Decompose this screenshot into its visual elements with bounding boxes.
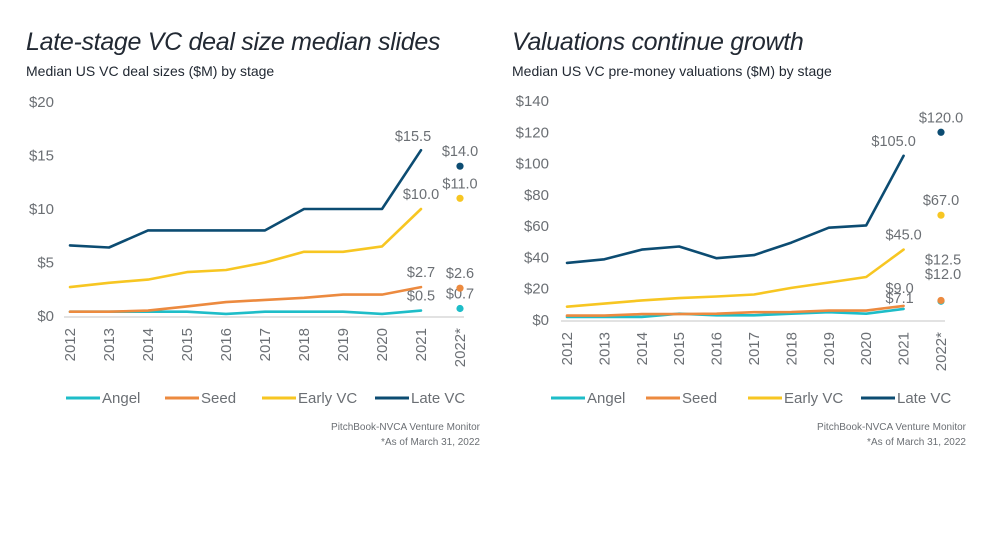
deal-size-chart-panel: Late-stage VC deal size median slides Me… xyxy=(0,0,500,549)
valuation-chart-panel: Valuations continue growth Median US VC … xyxy=(503,0,1003,549)
x-tick-label: 2014 xyxy=(140,328,157,361)
x-tick-label: 2013 xyxy=(596,332,613,365)
x-tick-label: 2015 xyxy=(179,328,196,361)
x-tick-label: 2015 xyxy=(671,332,688,365)
point-2022-early-vc xyxy=(456,194,464,202)
x-tick-label: 2012 xyxy=(62,328,79,361)
data-label-2021: $0.5 xyxy=(407,289,435,305)
data-label-2022: $12.5 xyxy=(925,252,961,268)
data-label-2021: $9.0 xyxy=(885,281,913,297)
point-2022-early-vc xyxy=(937,211,945,219)
legend-label: Early VC xyxy=(784,390,843,407)
data-label-2021: $7.1 xyxy=(885,291,913,307)
legend-label: Late VC xyxy=(411,390,465,407)
y-tick-label: $20 xyxy=(524,281,549,298)
x-tick-label: 2021 xyxy=(896,332,913,365)
x-tick-label: 2018 xyxy=(783,332,800,365)
series-line-early-vc xyxy=(565,248,905,309)
x-tick-label: 2016 xyxy=(218,328,235,361)
series-line-late-vc xyxy=(565,154,905,265)
data-label-2022: $67.0 xyxy=(923,193,959,209)
legend-label: Angel xyxy=(587,390,625,407)
data-label-2022: $120.0 xyxy=(919,110,963,126)
y-tick-label: $80 xyxy=(524,187,549,204)
chart-title: Valuations continue growth xyxy=(512,28,804,56)
y-tick-label: $140 xyxy=(516,93,549,110)
data-label-2022: $14.0 xyxy=(442,144,478,160)
legend-label: Seed xyxy=(682,390,717,407)
data-label-2021: $2.7 xyxy=(407,265,435,281)
series-line-seed xyxy=(68,285,423,314)
y-tick-label: $0 xyxy=(532,312,549,329)
legend-label: Late VC xyxy=(897,390,951,407)
x-tick-label: 2019 xyxy=(335,328,352,361)
chart-subtitle: Median US VC deal sizes ($M) by stage xyxy=(26,63,275,79)
series-line-late-vc xyxy=(68,148,423,249)
footnote: *As of March 31, 2022 xyxy=(381,437,480,448)
data-label-2021: $15.5 xyxy=(395,129,431,145)
x-tick-label: 2012 xyxy=(559,332,576,365)
x-tick-label: 2020 xyxy=(374,328,391,361)
x-tick-label: 2013 xyxy=(101,328,118,361)
source-label: PitchBook-NVCA Venture Monitor xyxy=(331,422,480,433)
y-tick-label: $100 xyxy=(516,156,549,173)
series-line-early-vc xyxy=(68,207,423,289)
y-tick-label: $60 xyxy=(524,218,549,235)
y-tick-label: $40 xyxy=(524,249,549,266)
data-label-2022: $12.0 xyxy=(925,267,961,283)
y-tick-label: $5 xyxy=(37,255,54,272)
y-tick-label: $15 xyxy=(29,148,54,165)
data-label-2022: $2.6 xyxy=(446,266,474,282)
data-label-2022: $0.7 xyxy=(446,287,474,303)
point-2022-angel xyxy=(456,304,464,313)
x-tick-label: 2017 xyxy=(257,328,274,361)
chart-title: Late-stage VC deal size median slides xyxy=(26,28,441,56)
data-label-2021: $105.0 xyxy=(871,134,915,150)
x-tick-label: 2014 xyxy=(634,332,651,365)
y-tick-label: $10 xyxy=(29,201,54,218)
x-tick-label: 2020 xyxy=(858,332,875,365)
point-2022-late-vc xyxy=(937,128,945,136)
x-tick-label: 2022* xyxy=(933,332,950,371)
y-tick-label: $120 xyxy=(516,124,549,141)
y-tick-label: $20 xyxy=(29,94,54,111)
legend-label: Seed xyxy=(201,390,236,407)
y-tick-label: $0 xyxy=(37,308,54,325)
point-2022-seed xyxy=(937,296,945,305)
x-tick-label: 2021 xyxy=(413,328,430,361)
series-line-seed xyxy=(565,304,905,317)
valuation-plot: $0 $20 $40 $60 $80 $100 $120 $140 2012 2013 2014 20… xyxy=(516,93,964,407)
x-tick-label: 2022* xyxy=(452,328,469,367)
data-label-2021: $10.0 xyxy=(403,187,439,203)
data-label-2022: $11.0 xyxy=(442,176,477,192)
data-label-2021: $45.0 xyxy=(885,228,921,244)
point-2022-seed xyxy=(456,284,464,292)
source-label: PitchBook-NVCA Venture Monitor xyxy=(817,422,966,433)
legend-label: Early VC xyxy=(298,390,357,407)
legend-label: Angel xyxy=(102,390,140,407)
point-2022-late-vc xyxy=(456,162,464,170)
chart-subtitle: Median US VC pre-money valuations ($M) b… xyxy=(512,63,832,79)
x-tick-label: 2016 xyxy=(709,332,726,365)
x-tick-label: 2017 xyxy=(746,332,763,365)
x-tick-label: 2019 xyxy=(821,332,838,365)
x-tick-label: 2018 xyxy=(296,328,313,361)
deal-size-plot: $0 $5 $10 $15 $20 2012 2013 2014 2015 2016 2017 201… xyxy=(29,94,478,407)
series-line-angel xyxy=(565,307,905,319)
footnote: *As of March 31, 2022 xyxy=(867,437,966,448)
